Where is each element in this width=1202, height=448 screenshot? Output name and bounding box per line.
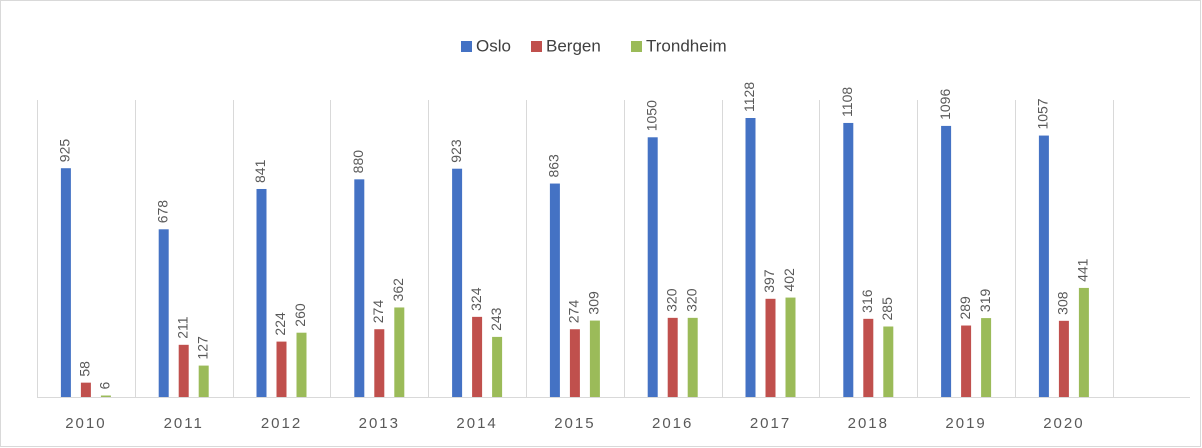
bar — [765, 298, 776, 397]
x-tick-label: 2020 — [1043, 415, 1084, 432]
data-label: 58 — [77, 361, 93, 377]
bar — [569, 329, 580, 397]
legend-label: Bergen — [546, 36, 601, 55]
data-label: 320 — [683, 288, 699, 312]
legend-swatch — [631, 41, 642, 52]
data-label: 324 — [468, 287, 484, 311]
bar — [1038, 135, 1049, 398]
bar — [883, 326, 894, 397]
x-tick-label: 2012 — [261, 415, 302, 432]
x-tick-label: 2015 — [554, 415, 595, 432]
data-label: 1050 — [643, 100, 659, 131]
bar — [158, 229, 169, 397]
data-label: 863 — [546, 154, 562, 178]
data-label: 289 — [957, 296, 973, 320]
x-tick-label: 2013 — [359, 415, 400, 432]
data-label: 841 — [252, 159, 268, 183]
bar — [492, 336, 503, 397]
data-label: 923 — [448, 139, 464, 163]
data-label: 127 — [194, 336, 210, 360]
bar — [472, 316, 483, 397]
data-label: 1108 — [839, 87, 855, 117]
data-label: 362 — [390, 278, 406, 302]
legend-swatch — [461, 41, 472, 52]
bar — [1078, 287, 1089, 397]
x-tick-label: 2019 — [945, 415, 986, 432]
bar — [589, 320, 600, 397]
bar — [745, 118, 756, 397]
data-label: 243 — [488, 307, 504, 331]
x-tick-label: 2014 — [456, 415, 497, 432]
bar — [374, 329, 385, 397]
bar — [549, 183, 560, 397]
bar — [80, 382, 91, 397]
bar — [60, 168, 71, 397]
data-label: 260 — [292, 303, 308, 327]
x-tick-label: 2010 — [65, 415, 106, 432]
x-tick-label: 2017 — [750, 415, 791, 432]
bar — [687, 317, 698, 397]
x-tick-label: 2011 — [164, 415, 204, 432]
bar — [863, 318, 874, 397]
data-label: 880 — [350, 150, 366, 174]
data-label: 397 — [761, 269, 777, 293]
bar — [198, 365, 209, 397]
bar — [961, 325, 972, 397]
bar — [785, 297, 796, 397]
bar — [178, 344, 189, 397]
bar — [941, 125, 952, 398]
data-label: 6 — [97, 382, 113, 390]
bar — [276, 341, 287, 397]
data-label: 274 — [370, 300, 386, 324]
bar — [981, 318, 992, 397]
data-label: 211 — [174, 316, 190, 339]
bar — [1058, 320, 1069, 397]
bar — [394, 307, 405, 397]
bar — [647, 137, 658, 398]
legend-label: Trondheim — [646, 36, 727, 55]
data-label: 320 — [663, 288, 679, 312]
data-label: 309 — [586, 291, 602, 315]
bar — [354, 179, 365, 397]
bar — [452, 168, 463, 397]
data-label: 319 — [977, 289, 993, 313]
data-label: 316 — [859, 289, 875, 313]
data-label: 285 — [879, 297, 895, 321]
data-label: 678 — [154, 200, 170, 224]
data-label: 402 — [781, 268, 797, 292]
legend-swatch — [531, 41, 542, 52]
x-tick-label: 2016 — [652, 415, 693, 432]
data-label: 224 — [272, 312, 288, 336]
data-label: 274 — [566, 300, 582, 324]
data-label: 441 — [1075, 258, 1091, 282]
bar — [843, 122, 854, 397]
data-label: 1057 — [1035, 98, 1051, 129]
bar — [256, 188, 267, 397]
data-label: 1128 — [741, 82, 757, 112]
data-label: 1096 — [937, 89, 953, 120]
bar — [296, 332, 307, 397]
bar — [667, 317, 678, 397]
x-tick-label: 2018 — [848, 415, 889, 432]
data-label: 925 — [57, 139, 73, 163]
legend-label: Oslo — [476, 36, 511, 55]
bar — [100, 395, 111, 397]
data-label: 308 — [1055, 291, 1071, 315]
